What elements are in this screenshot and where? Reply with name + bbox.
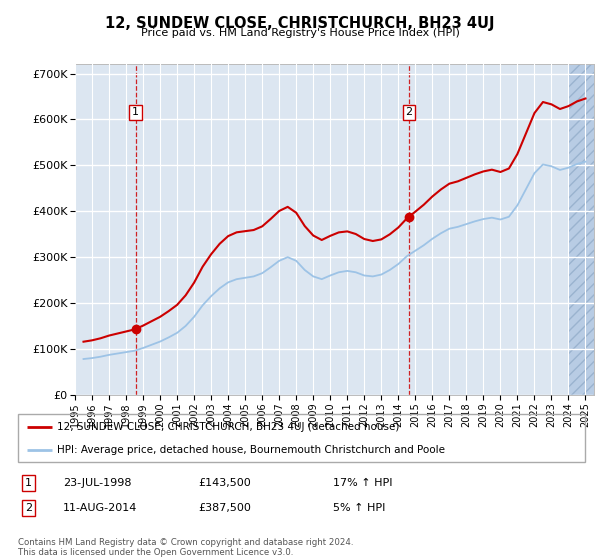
Text: £387,500: £387,500: [198, 503, 251, 513]
Text: 23-JUL-1998: 23-JUL-1998: [63, 478, 131, 488]
Text: 1: 1: [25, 478, 32, 488]
Text: 5% ↑ HPI: 5% ↑ HPI: [333, 503, 385, 513]
Text: 11-AUG-2014: 11-AUG-2014: [63, 503, 137, 513]
Text: 2: 2: [25, 503, 32, 513]
Text: £143,500: £143,500: [198, 478, 251, 488]
Text: Price paid vs. HM Land Registry's House Price Index (HPI): Price paid vs. HM Land Registry's House …: [140, 28, 460, 38]
Text: 17% ↑ HPI: 17% ↑ HPI: [333, 478, 392, 488]
Text: 12, SUNDEW CLOSE, CHRISTCHURCH, BH23 4UJ: 12, SUNDEW CLOSE, CHRISTCHURCH, BH23 4UJ: [105, 16, 495, 31]
Text: HPI: Average price, detached house, Bournemouth Christchurch and Poole: HPI: Average price, detached house, Bour…: [56, 445, 445, 455]
Text: 12, SUNDEW CLOSE, CHRISTCHURCH, BH23 4UJ (detached house): 12, SUNDEW CLOSE, CHRISTCHURCH, BH23 4UJ…: [56, 422, 399, 432]
Text: 1: 1: [132, 108, 139, 117]
Text: Contains HM Land Registry data © Crown copyright and database right 2024.
This d: Contains HM Land Registry data © Crown c…: [18, 538, 353, 557]
Text: 2: 2: [405, 108, 412, 117]
Bar: [568, 64, 594, 395]
